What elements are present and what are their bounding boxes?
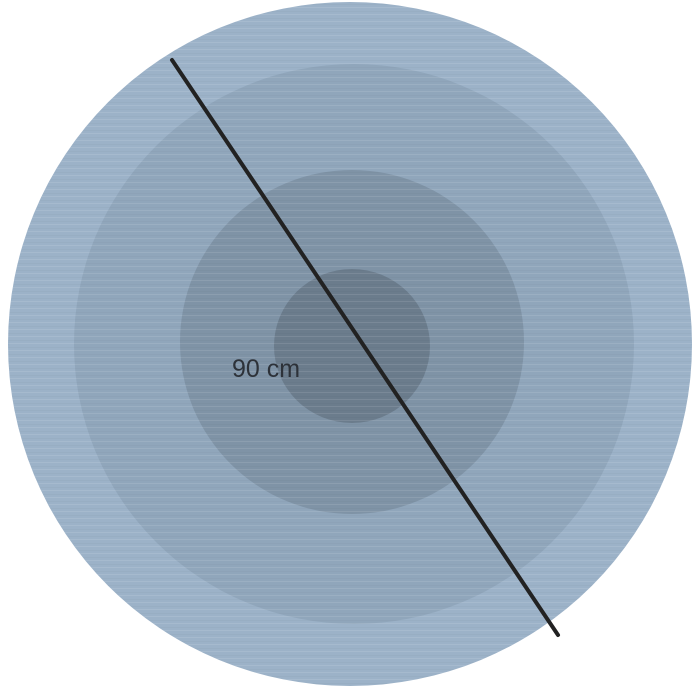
diameter-line: [170, 58, 560, 637]
texture-overlay: [8, 2, 692, 686]
diameter-label: 90 cm: [232, 355, 300, 383]
